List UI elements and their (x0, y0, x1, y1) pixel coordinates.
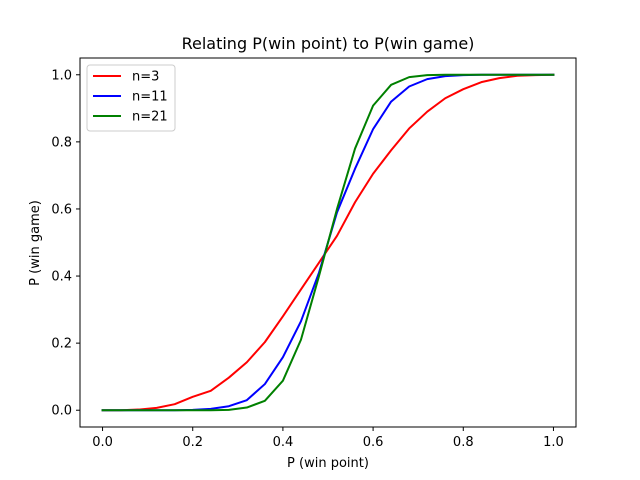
y-axis-label: P (win game) (28, 200, 43, 286)
y-tick-label: 0.0 (51, 404, 72, 419)
series-line-0 (101, 73, 555, 412)
x-axis-label: P (win point) (287, 456, 369, 471)
x-tick-label: 0.2 (182, 435, 203, 450)
legend-label-2: n=21 (132, 110, 168, 125)
legend: n=3 n=11 n=21 (86, 64, 176, 132)
x-tick-label: 0.8 (453, 435, 474, 450)
x-tick-label: 1.0 (543, 435, 564, 450)
legend-label-1: n=11 (132, 90, 168, 105)
chart-title: Relating P(win point) to P(win game) (182, 34, 475, 53)
legend-box (86, 64, 176, 132)
x-tick-label: 0.0 (92, 435, 113, 450)
legend-label-0: n=3 (132, 70, 159, 85)
y-tick-label: 0.2 (51, 337, 72, 352)
y-tick-label: 0.8 (51, 135, 72, 150)
series-line-2 (101, 73, 555, 412)
x-tick-label: 0.6 (363, 435, 384, 450)
y-tick-label: 0.4 (51, 270, 72, 285)
x-tick-label: 0.4 (273, 435, 294, 450)
y-tick-label: 0.6 (51, 202, 72, 217)
y-tick-label: 1.0 (51, 68, 72, 83)
axes-frame (79, 57, 577, 428)
